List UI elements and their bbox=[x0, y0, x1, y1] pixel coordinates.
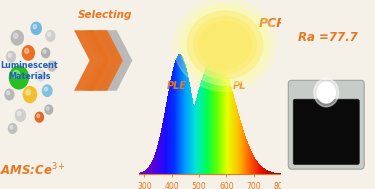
Circle shape bbox=[42, 85, 52, 96]
Text: LAMS:Ce$^{3+}$: LAMS:Ce$^{3+}$ bbox=[0, 162, 66, 178]
Circle shape bbox=[45, 105, 53, 114]
Circle shape bbox=[187, 11, 263, 79]
Circle shape bbox=[317, 82, 335, 103]
Circle shape bbox=[33, 25, 37, 29]
Circle shape bbox=[46, 107, 49, 110]
Polygon shape bbox=[88, 30, 123, 91]
Circle shape bbox=[174, 0, 276, 91]
Circle shape bbox=[314, 78, 339, 107]
Circle shape bbox=[50, 63, 52, 67]
Circle shape bbox=[199, 21, 251, 68]
Circle shape bbox=[7, 91, 10, 95]
Circle shape bbox=[46, 31, 55, 41]
Text: PLE: PLE bbox=[167, 81, 187, 91]
Circle shape bbox=[10, 125, 13, 129]
Circle shape bbox=[180, 5, 270, 85]
Circle shape bbox=[38, 72, 41, 76]
FancyBboxPatch shape bbox=[293, 99, 359, 164]
Circle shape bbox=[13, 33, 18, 38]
Circle shape bbox=[36, 70, 45, 81]
Circle shape bbox=[8, 53, 11, 57]
Circle shape bbox=[22, 46, 34, 60]
Polygon shape bbox=[84, 30, 118, 91]
Circle shape bbox=[44, 87, 48, 91]
Text: PCP: PCP bbox=[259, 17, 286, 30]
Circle shape bbox=[23, 87, 36, 102]
Text: Ra =77.7: Ra =77.7 bbox=[298, 31, 358, 44]
Circle shape bbox=[35, 112, 44, 122]
Circle shape bbox=[9, 66, 28, 89]
Text: Materials: Materials bbox=[8, 72, 50, 81]
Circle shape bbox=[26, 90, 30, 95]
Text: Selecting: Selecting bbox=[78, 10, 133, 20]
Circle shape bbox=[9, 124, 17, 133]
Circle shape bbox=[37, 114, 40, 118]
Circle shape bbox=[17, 112, 21, 116]
Text: PL: PL bbox=[233, 81, 246, 91]
Circle shape bbox=[194, 17, 256, 73]
Circle shape bbox=[11, 31, 23, 45]
Circle shape bbox=[43, 50, 46, 53]
Text: Luminescent: Luminescent bbox=[0, 61, 58, 70]
FancyBboxPatch shape bbox=[288, 80, 364, 169]
Polygon shape bbox=[74, 30, 109, 91]
Circle shape bbox=[15, 109, 26, 121]
Circle shape bbox=[48, 33, 51, 36]
Circle shape bbox=[5, 89, 14, 100]
Circle shape bbox=[13, 70, 20, 78]
Polygon shape bbox=[98, 30, 132, 91]
Circle shape bbox=[25, 48, 29, 53]
Circle shape bbox=[42, 48, 50, 58]
Circle shape bbox=[31, 22, 41, 34]
Circle shape bbox=[7, 51, 15, 62]
Circle shape bbox=[48, 61, 56, 71]
